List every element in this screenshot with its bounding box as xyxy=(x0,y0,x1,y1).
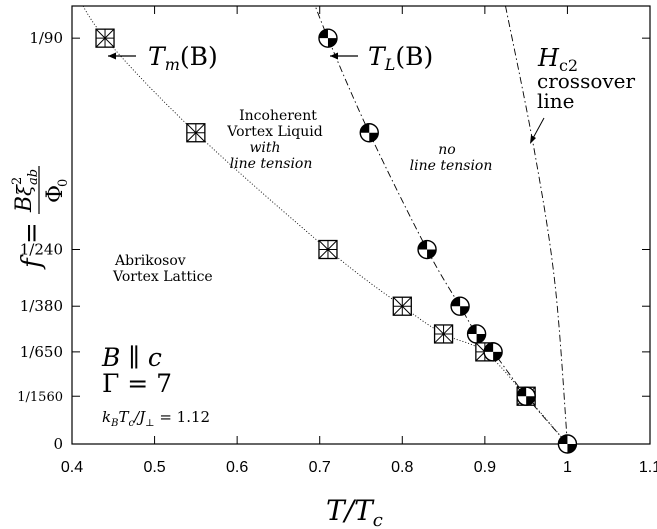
svg-text:ξ: ξ xyxy=(12,184,36,196)
liquid-label-3: with xyxy=(249,140,280,156)
y-tick-label: 1/650 xyxy=(20,343,63,361)
x-tick-label: 0.8 xyxy=(391,459,413,476)
tm-point xyxy=(392,296,412,316)
notension-label-1: no xyxy=(438,142,455,158)
x-tick-label: 1.1 xyxy=(639,459,657,476)
tm-label: Tm(B) xyxy=(148,42,218,74)
y-tick-label: 1/1560 xyxy=(17,390,63,405)
tl-label: TL(B) xyxy=(368,42,433,74)
lattice-label-2: Vortex Lattice xyxy=(112,269,213,285)
hc2-label: Hc2 xyxy=(537,44,578,75)
svg-text:=: = xyxy=(17,222,47,244)
x-axis-label: T/Tc xyxy=(326,494,383,529)
tm-point xyxy=(318,239,338,260)
hc2-label-line2: line xyxy=(537,89,575,113)
coupling-label: kBTc/J⊥ = 1.12 xyxy=(102,408,210,429)
y-tick-label: 1/90 xyxy=(29,29,63,47)
y-tick-label: 0 xyxy=(53,435,63,453)
tl-point xyxy=(516,386,536,406)
y-axis-label: f = B ξ 2 ab Φ 0 xyxy=(10,166,71,270)
liquid-label-2: Vortex Liquid xyxy=(226,124,322,140)
x-tick-label: 0.7 xyxy=(309,459,331,476)
tm-arrow xyxy=(108,52,136,60)
tl-point xyxy=(466,324,487,344)
svg-text:B: B xyxy=(12,196,37,213)
svg-text:0: 0 xyxy=(56,179,71,187)
notension-label-2: line tension xyxy=(410,158,493,174)
y-tick-label: 1/380 xyxy=(20,297,63,315)
svg-text:2: 2 xyxy=(10,177,25,185)
anisotropy-label: Γ = 7 xyxy=(102,369,172,398)
tm-point xyxy=(95,28,115,48)
y-axis: 1/90 1/240 1/380 1/650 1/1560 0 xyxy=(17,29,650,453)
plot-frame xyxy=(71,5,651,445)
tl-curve xyxy=(314,6,568,444)
svg-text:ab: ab xyxy=(26,169,41,185)
tm-point xyxy=(186,123,206,143)
tm-curve xyxy=(82,6,568,444)
svg-text:Φ: Φ xyxy=(43,185,68,203)
x-tick-label: 0.6 xyxy=(226,459,248,476)
lattice-label-1: Abrikosov xyxy=(114,253,186,269)
field-orientation-label: B ∥ c xyxy=(101,343,162,372)
tl-point xyxy=(318,28,338,48)
tl-point xyxy=(483,342,503,362)
tm-markers xyxy=(95,28,536,406)
tl-markers xyxy=(318,28,578,454)
y-tick-label: 1/240 xyxy=(20,241,63,259)
liquid-label-4: line tension xyxy=(230,156,313,172)
x-tick-label: 1 xyxy=(563,459,572,476)
x-tick-label: 0.5 xyxy=(143,459,165,476)
tl-point xyxy=(359,123,379,143)
tl-arrow xyxy=(330,52,358,60)
x-tick-label: 0.4 xyxy=(61,459,83,476)
tm-point xyxy=(433,324,454,344)
hc2-crossover-line xyxy=(505,6,568,444)
liquid-label-1: Incoherent xyxy=(239,108,317,124)
hc2-label-line1: crossover xyxy=(537,69,636,93)
tl-point xyxy=(557,434,578,454)
x-axis: 0.4 0.5 0.6 0.7 0.8 0.9 1 1.1 xyxy=(61,6,657,476)
tl-point xyxy=(450,296,470,316)
x-tick-label: 0.9 xyxy=(474,459,496,476)
hc2-arrow xyxy=(530,117,545,144)
tl-point xyxy=(417,239,437,260)
